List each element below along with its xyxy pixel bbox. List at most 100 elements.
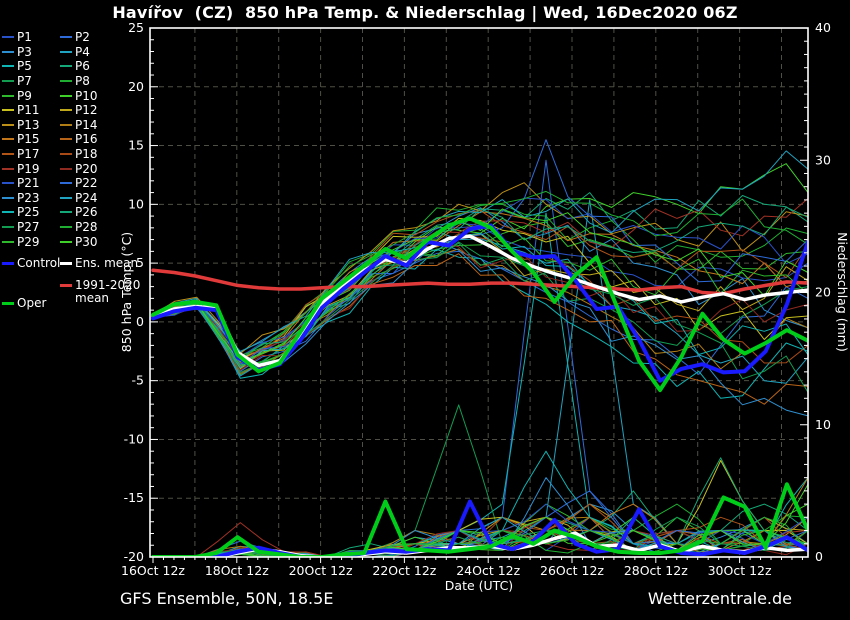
temp-tick-label: -20 [124,549,144,564]
member-line-swatch [60,182,72,185]
member-line-swatch [60,50,72,53]
precip-tick-label: 0 [815,549,823,564]
legend-members: P1 P2 P3 P4 P5 P6 P7 P8 P9 P10 P11 P12 P13 P14 P15 P16 P… [2,30,132,249]
legend-label: P12 [75,103,98,118]
legend-label: P25 [17,205,40,220]
legend-item-p22: P22 [60,176,118,190]
legend-label: P17 [17,147,40,162]
legend-label: P2 [75,30,90,45]
member-line-swatch [60,36,72,39]
legend-item-p13: P13 [2,118,60,132]
member-line-swatch [60,109,72,112]
legend-item-p23: P23 [2,191,60,205]
legend-item-climate-mean: 1991-2020 mean [60,279,146,305]
date-tick-label: 28Oct 12z [624,563,688,578]
legend-item-p6: P6 [60,59,118,73]
legend-label: P21 [17,176,40,191]
legend-label: P14 [75,117,98,132]
temp-tick-label: 15 [128,138,144,153]
legend-item-p1: P1 [2,30,60,44]
member-line-swatch [2,182,14,185]
legend-item-p28: P28 [60,220,118,234]
legend-item-p5: P5 [2,59,60,73]
precip-tick-label: 30 [815,152,831,167]
legend-item-p30: P30 [60,235,118,249]
legend-label: P24 [75,190,98,205]
legend-item-ens-mean: Ens. mean [60,256,138,270]
member-line-swatch [2,36,14,39]
legend-label: P30 [75,234,98,249]
legend-item-p20: P20 [60,162,118,176]
ens-mean-line-swatch [60,261,72,265]
oper-precip-line [151,482,808,557]
right-axis-title: Niederschlag (mm) [835,232,850,352]
page-title: Havířov (CZ) 850 hPa Temp. & Niederschla… [112,3,738,22]
legend-label: P8 [75,74,90,89]
legend-item-p19: P19 [2,162,60,176]
member-temp-line [152,139,808,365]
member-line-swatch [2,196,14,199]
member-line-swatch [2,138,14,141]
series-group [151,139,808,557]
member-temp-line [152,207,808,353]
legend-item-p29: P29 [2,235,60,249]
axis-labels: 25 20 15 10 5 0 -5 -10 -15 -20 40 30 20 10 0 16Oct 12z 1… [119,20,850,593]
temp-tick-label: -10 [124,431,144,446]
member-line-swatch [60,80,72,83]
member-line-swatch [2,167,14,170]
member-temp-line [152,241,808,371]
member-line-swatch [60,65,72,68]
temp-tick-label: 25 [128,20,144,35]
member-line-swatch [60,196,72,199]
legend-item-p15: P15 [2,132,60,146]
legend-item-p12: P12 [60,103,118,117]
member-temp-line [152,203,808,357]
member-line-swatch [2,94,14,97]
legend-label: P11 [17,103,40,118]
member-line-swatch [60,211,72,214]
legend-label: P26 [75,205,98,220]
legend-label: P15 [17,132,40,147]
precip-tick-label: 40 [815,20,831,35]
member-line-swatch [2,240,14,243]
member-line-swatch [60,94,72,97]
temp-tick-label: 0 [136,314,144,329]
date-tick-label: 24Oct 12z [456,563,520,578]
member-temp-line [152,206,808,360]
member-temp-line [152,150,808,352]
oper-line-swatch [2,301,14,305]
member-temp-line [152,233,808,370]
legend-item-p8: P8 [60,74,118,88]
member-precip-line [152,483,808,557]
legend-item-p4: P4 [60,45,118,59]
left-axis-title: 850 hPa Temp. (°C) [119,232,134,352]
legend-label: P18 [75,147,98,162]
member-line-swatch [60,226,72,229]
date-tick-label: 26Oct 12z [540,563,604,578]
temp-tick-label: 20 [128,79,144,94]
temp-tick-label: -15 [124,490,144,505]
legend-label: P10 [75,88,98,103]
member-line-swatch [2,123,14,126]
axis-ticks [150,27,808,563]
member-line-swatch [60,240,72,243]
legend-label: P3 [17,44,32,59]
member-precip-line [152,457,808,557]
legend-label: P1 [17,30,32,45]
member-precip-line [152,516,808,557]
ens-mean-temp-line [151,234,808,368]
legend-label: P6 [75,59,90,74]
member-line-swatch [2,65,14,68]
member-line-swatch [2,211,14,214]
precip-tick-label: 10 [815,417,831,432]
member-temp-line [152,190,808,357]
legend-label: P28 [75,220,98,235]
legend-label: P5 [17,59,32,74]
temp-tick-label: 10 [128,196,144,211]
oper-temp-line [151,216,808,393]
date-tick-label: 22Oct 12z [372,563,436,578]
legend-label: P13 [17,117,40,132]
climate-mean-line [151,268,808,296]
